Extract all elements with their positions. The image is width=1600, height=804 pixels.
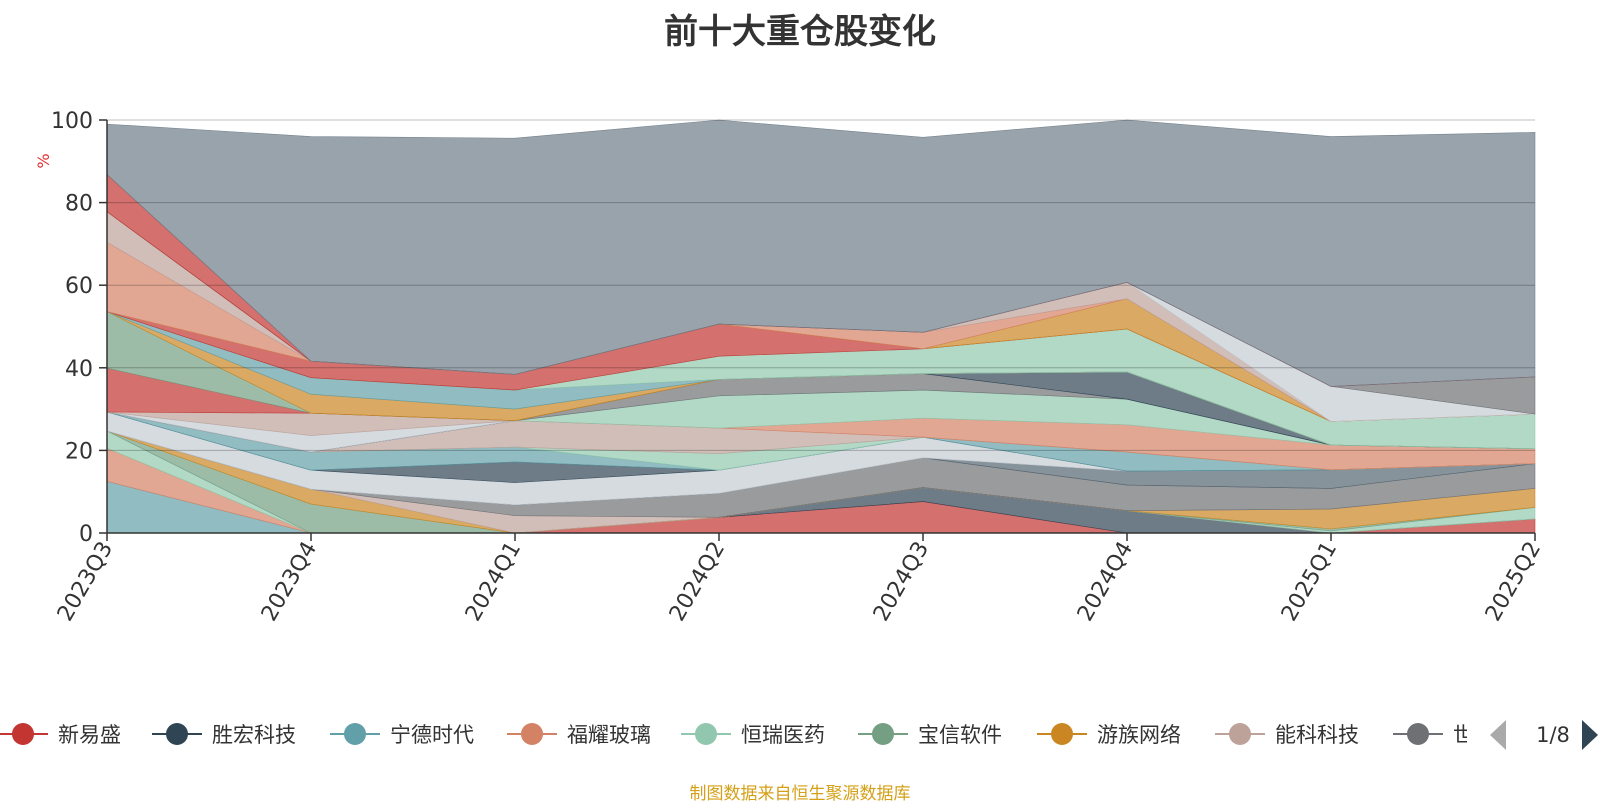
legend-marker xyxy=(1407,723,1429,745)
legend-label: 胜宏科技 xyxy=(212,723,296,747)
legend-label: 宝信软件 xyxy=(918,723,1002,747)
legend: 新易盛胜宏科技宁德时代福耀玻璃恒瑞医药宝信软件游族网络能科科技世纪1/8 xyxy=(0,712,1598,756)
y-tick-label-0: 0 xyxy=(79,522,93,547)
legend-marker xyxy=(12,723,34,745)
x-tick-label-6: 2025Q1 xyxy=(1277,538,1342,626)
legend-label: 能科科技 xyxy=(1275,723,1359,747)
legend-marker xyxy=(166,723,188,745)
legend-label: 宁德时代 xyxy=(390,723,474,747)
legend-marker xyxy=(872,723,894,745)
legend-marker xyxy=(344,723,366,745)
legend-item-6[interactable]: 游族网络 xyxy=(1037,723,1181,747)
y-tick-label-4: 80 xyxy=(65,192,93,217)
legend-marker xyxy=(1051,723,1073,745)
legend-marker xyxy=(695,723,717,745)
legend-label: 恒瑞医药 xyxy=(741,723,825,747)
legend-page-label: 1/8 xyxy=(1536,723,1570,747)
legend-next-page-icon[interactable] xyxy=(1582,720,1598,750)
legend-item-7[interactable]: 能科科技 xyxy=(1215,723,1359,747)
y-tick-label-3: 60 xyxy=(65,274,93,299)
chart-title: 前十大重仓股变化 xyxy=(664,12,936,52)
y-tick-label-1: 20 xyxy=(65,439,93,464)
stacked-area-series xyxy=(106,119,1536,534)
legend-label: 游族网络 xyxy=(1097,723,1181,747)
x-tick-label-1: 2023Q4 xyxy=(257,538,322,626)
x-tick-label-7: 2025Q2 xyxy=(1481,538,1546,626)
x-tick-label-2: 2024Q1 xyxy=(461,538,526,626)
legend-item-0[interactable]: 新易盛 xyxy=(0,723,121,747)
legend-item-5[interactable]: 宝信软件 xyxy=(858,723,1002,747)
legend-item-4[interactable]: 恒瑞医药 xyxy=(681,723,825,747)
x-tick-label-5: 2024Q4 xyxy=(1073,538,1138,626)
area-series-33[interactable] xyxy=(106,119,1536,387)
legend-item-2[interactable]: 宁德时代 xyxy=(330,723,474,747)
y-tick-label-2: 40 xyxy=(65,357,93,382)
x-tick-label-0: 2023Q3 xyxy=(53,538,118,626)
x-tick-label-4: 2024Q3 xyxy=(869,538,934,626)
legend-marker xyxy=(1229,723,1251,745)
source-note: 制图数据来自恒生聚源数据库 xyxy=(689,784,911,804)
legend-label: 福耀玻璃 xyxy=(567,723,651,747)
legend-marker xyxy=(521,723,543,745)
y-axis-unit-label: % xyxy=(34,153,53,168)
y-tick-label-5: 100 xyxy=(51,109,93,134)
x-tick-label-3: 2024Q2 xyxy=(665,538,730,626)
legend-prev-page-icon[interactable] xyxy=(1490,720,1506,750)
legend-item-3[interactable]: 福耀玻璃 xyxy=(507,723,651,747)
grid-lines xyxy=(107,119,1535,451)
legend-item-1[interactable]: 胜宏科技 xyxy=(152,723,296,747)
legend-label: 新易盛 xyxy=(58,723,121,747)
